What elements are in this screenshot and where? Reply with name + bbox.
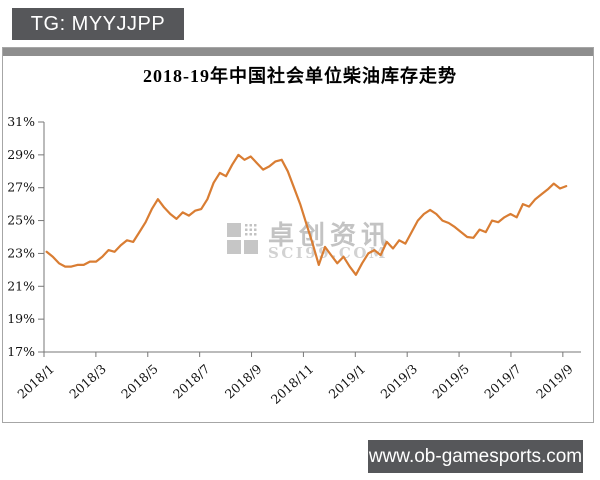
card-top-bar [3,48,593,56]
tg-header-badge-label: TG: MYYJJPP [30,12,166,35]
site-url-badge: www.ob-gamesports.com [368,440,583,473]
site-url-badge-label: www.ob-gamesports.com [368,445,583,467]
chart-title: 2018-19年中国社会单位柴油库存走势 [143,66,457,86]
tg-header-badge: TG: MYYJJPP [12,8,184,40]
chart-card [2,47,594,423]
